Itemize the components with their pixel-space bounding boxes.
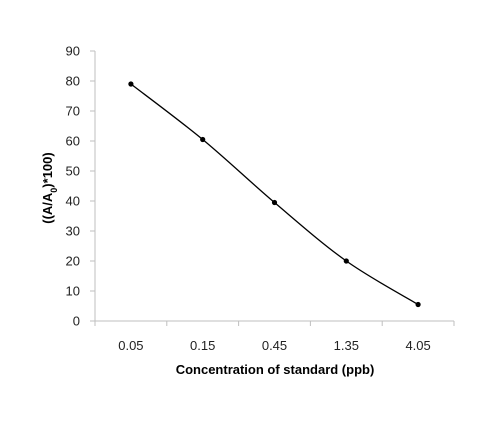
y-tick-label: 90 <box>66 44 80 59</box>
series-line <box>130 83 419 306</box>
y-tick-label: 10 <box>66 284 80 299</box>
y-tick-label: 50 <box>66 164 80 179</box>
x-tick-label: 0.15 <box>190 338 215 353</box>
y-axis: 0 10 20 30 40 50 60 70 80 90 <box>66 44 96 329</box>
data-point <box>200 136 206 143</box>
data-point <box>271 199 278 206</box>
data-points <box>128 81 421 308</box>
data-point <box>415 301 421 308</box>
y-tick-label: 30 <box>66 224 80 239</box>
x-tick-label: 0.45 <box>262 338 287 353</box>
y-tick-label: 70 <box>66 104 80 119</box>
y-axis-title-suffix: )*100) <box>40 152 55 187</box>
y-tick-label: 0 <box>73 314 80 329</box>
y-axis-title-subscript: 0 <box>49 188 59 193</box>
x-tick-label: 0.05 <box>118 338 143 353</box>
x-tick-label: 1.35 <box>334 338 359 353</box>
y-tick-label: 40 <box>66 194 80 209</box>
y-tick-label: 60 <box>66 134 80 149</box>
y-axis-title-prefix: ((A/A <box>40 192 55 224</box>
x-axis: 0.05 0.15 0.45 1.35 4.05 <box>94 320 455 353</box>
x-tick-label: 4.05 <box>405 338 430 353</box>
y-axis-title: ((A/A0)*100) <box>40 152 59 223</box>
data-point <box>128 81 134 87</box>
x-axis-title: Concentration of standard (ppb) <box>176 362 375 377</box>
y-tick-label: 80 <box>66 74 80 89</box>
y-tick-label: 20 <box>66 254 80 269</box>
data-point <box>343 258 349 264</box>
